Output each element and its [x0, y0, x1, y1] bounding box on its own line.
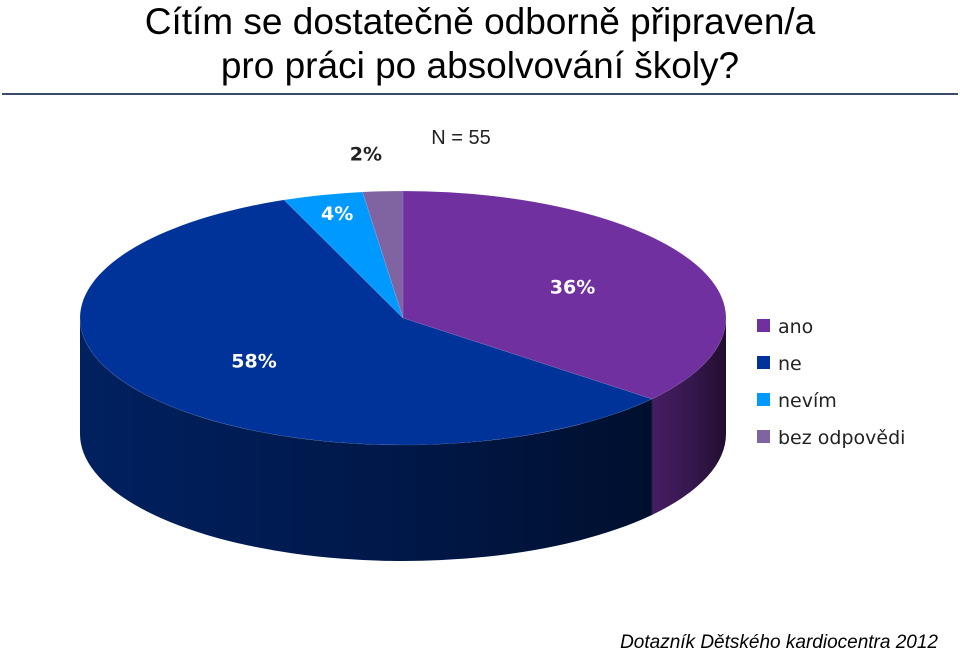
legend-label-nevím: nevím [778, 390, 837, 412]
sample-size-label: N = 55 [431, 127, 490, 149]
pie-slice-ano [402, 190, 727, 400]
legend-label-ano: ano [778, 316, 813, 338]
legend-swatch-ano [757, 319, 770, 332]
pie-data-labels: 36% 58% 4% 2% [231, 144, 595, 373]
pie-slices [79, 190, 727, 446]
legend-swatch-nevím [757, 393, 770, 406]
slide-title: Cítím se dostatečně odborně připraven/a … [0, 0, 960, 92]
title-line-1: Cítím se dostatečně odborně připraven/a [144, 1, 816, 42]
legend-swatch-bez-odpovědi [757, 430, 770, 443]
data-label-ne: 58% [231, 351, 276, 373]
legend: ano ne nevím bez odpovědi [757, 316, 905, 449]
title-divider [2, 93, 958, 95]
pie-slice-ne [79, 199, 653, 446]
legend-label-bez-odpovědi: bez odpovědi [778, 427, 905, 449]
legend-label-ne: ne [778, 353, 802, 375]
data-label-ano: 36% [550, 277, 595, 299]
pie-sides [80, 318, 726, 562]
pie-slice-bez-odpovědi [362, 190, 404, 319]
legend-swatch-ne [757, 356, 770, 369]
data-label-bez-odpovědi: 2% [350, 144, 382, 166]
pie-side-ne [80, 318, 652, 562]
pie-slice-nevím [283, 191, 404, 319]
footer-source: Dotazník Dětského kardiocentra 2012 [620, 632, 938, 653]
data-label-nevím: 4% [321, 203, 353, 225]
title-line-2: pro práci po absolvování školy? [220, 45, 740, 86]
pie-side-ano [651, 318, 726, 515]
